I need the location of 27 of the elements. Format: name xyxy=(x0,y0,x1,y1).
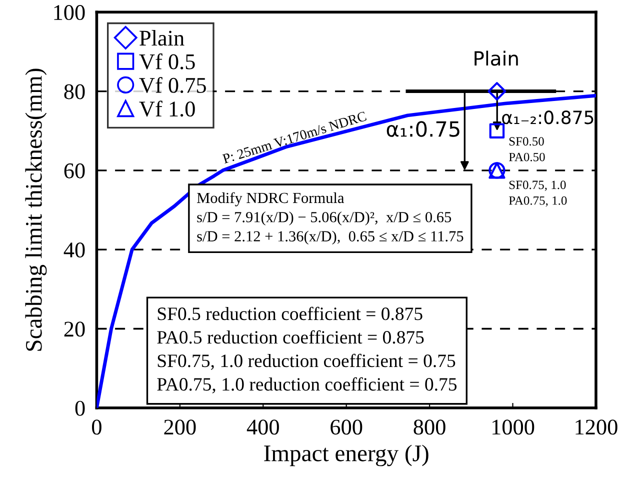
x-tick-label: 400 xyxy=(246,420,279,435)
annotation: Plain xyxy=(474,50,518,66)
x-tick-label: 600 xyxy=(330,420,362,435)
y-tick-label: 100 xyxy=(54,5,85,20)
y-tick-label: 0 xyxy=(75,400,85,416)
legend-label: Vf 1.0 xyxy=(139,100,195,117)
x-tick-label: 200 xyxy=(164,420,196,435)
y-tick-label: 40 xyxy=(64,242,85,258)
annotation: P: 25mm V:170m/s NDRC xyxy=(222,111,367,164)
legend-label: Vf 0.75 xyxy=(139,77,206,94)
y-tick-label: 80 xyxy=(64,84,85,100)
annotation: SF0.75, 1.0 PA0.75, 1.0 xyxy=(508,180,567,207)
annotation: SF0.50 PA0.50 xyxy=(508,137,545,162)
annotation: α₁:0.75 xyxy=(386,121,460,137)
x-tick-label: 0 xyxy=(92,420,102,435)
annotation: α₁₋₂:0.875 xyxy=(502,110,594,124)
y-tick-label: 60 xyxy=(64,163,85,178)
legend-label: Plain xyxy=(140,30,184,46)
y-tick-label: 20 xyxy=(64,322,85,337)
annotation: SF0.5 reduction coefficient = 0.875 PA0.5 reduction coefficient = 0.875 SF0.75, 1.0 reduction coefficient = 0.75 PA0.75, 1.0 reduction coefficient = 0.75 xyxy=(157,306,457,394)
y-axis-title: Scabbing limit thickness(mm) xyxy=(25,68,47,351)
x-axis-title: Impact energy (J) xyxy=(264,444,428,466)
x-tick-label: 1200 xyxy=(576,420,618,435)
annotation: Modify NDRC Formula s/D = 7.91(x/D) − 5.06(x/D)², x/D ≤ 0.65 s/D = 2.12 + 1.36(x/D), 0.65 ≤ x/D ≤ 11.75 xyxy=(197,192,464,245)
x-tick-label: 800 xyxy=(414,420,446,435)
legend-label: Vf 0.5 xyxy=(139,53,195,70)
x-tick-label: 1000 xyxy=(492,420,534,435)
